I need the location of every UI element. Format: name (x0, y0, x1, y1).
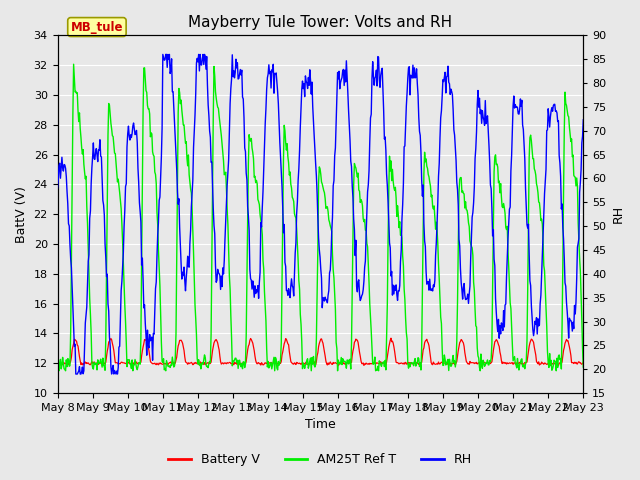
Legend: Battery V, AM25T Ref T, RH: Battery V, AM25T Ref T, RH (163, 448, 477, 471)
Text: MB_tule: MB_tule (70, 21, 123, 34)
Y-axis label: RH: RH (612, 205, 625, 223)
X-axis label: Time: Time (305, 419, 336, 432)
Y-axis label: BattV (V): BattV (V) (15, 186, 28, 243)
Title: Mayberry Tule Tower: Volts and RH: Mayberry Tule Tower: Volts and RH (188, 15, 452, 30)
